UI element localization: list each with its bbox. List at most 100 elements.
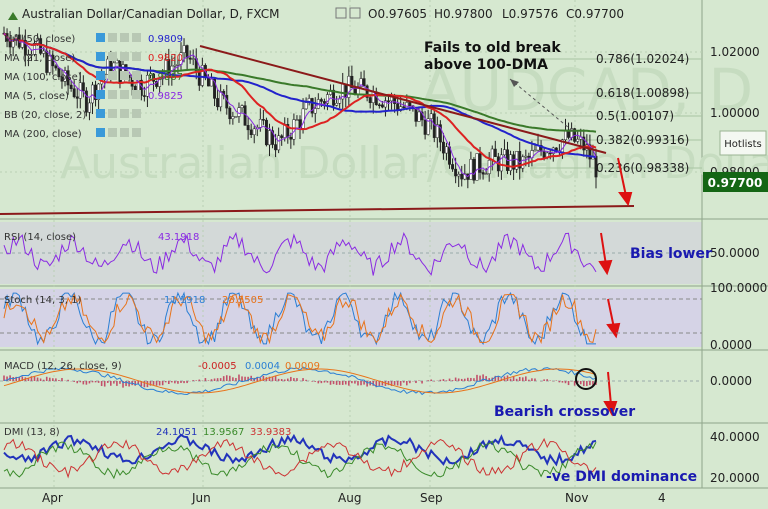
macd-bar bbox=[232, 377, 234, 381]
macd-bar bbox=[357, 381, 359, 386]
macd-bar bbox=[27, 378, 30, 381]
macd-bar bbox=[15, 376, 18, 381]
legend-control-icon[interactable] bbox=[120, 33, 129, 42]
legend-control-icon[interactable] bbox=[120, 52, 129, 61]
legend-control-icon[interactable] bbox=[120, 128, 129, 137]
macd-bar bbox=[592, 381, 594, 387]
macd-bar bbox=[216, 378, 219, 381]
ohlc-high: H0.97800 bbox=[434, 7, 493, 21]
macd-bar bbox=[247, 376, 249, 381]
candle-body bbox=[246, 125, 250, 131]
legend-control-icon[interactable] bbox=[132, 128, 141, 137]
macd-bar bbox=[351, 381, 353, 384]
stoch-d-value: 28.5505 bbox=[222, 295, 263, 306]
annotation-dmi: -ve DMI dominance bbox=[546, 469, 697, 485]
fails-pointer bbox=[509, 78, 576, 134]
macd-bar bbox=[61, 377, 63, 381]
legend-control-icon[interactable] bbox=[132, 71, 141, 80]
macd-bar bbox=[186, 381, 188, 384]
legend-control-icon[interactable] bbox=[120, 109, 129, 118]
candle-body bbox=[42, 50, 46, 54]
candle-body bbox=[429, 113, 433, 119]
candle-body bbox=[499, 154, 503, 172]
legend-control-icon[interactable] bbox=[108, 33, 117, 42]
legend-control-icon[interactable] bbox=[96, 33, 105, 42]
macd-bar bbox=[52, 378, 54, 381]
candle-body bbox=[219, 90, 223, 108]
legend-value: 0.9825 bbox=[148, 91, 183, 102]
macd-bar bbox=[335, 381, 338, 385]
candle-body bbox=[460, 174, 464, 180]
macd-bar bbox=[283, 379, 286, 381]
close-icon[interactable] bbox=[349, 7, 361, 19]
legend-control-icon[interactable] bbox=[132, 33, 141, 42]
macd-bar bbox=[134, 381, 137, 386]
annotation-fails-line1: Fails to old break bbox=[424, 40, 561, 56]
candle-body bbox=[441, 141, 445, 154]
legend-control-icon[interactable] bbox=[108, 90, 117, 99]
fib-label: 0.618(1.00898) bbox=[596, 86, 689, 100]
macd-bar bbox=[88, 381, 91, 384]
legend-control-icon[interactable] bbox=[96, 109, 105, 118]
legend-control-icon[interactable] bbox=[120, 90, 129, 99]
annotation-fails-line2: above 100-DMA bbox=[424, 57, 548, 73]
legend-control-icon[interactable] bbox=[96, 90, 105, 99]
candle-body bbox=[69, 84, 73, 89]
legend-control-icon[interactable] bbox=[108, 52, 117, 61]
macd-bar bbox=[235, 377, 237, 381]
annotation-bias: Bias lower bbox=[630, 246, 712, 262]
macd-bar bbox=[161, 381, 164, 386]
macd-bar bbox=[573, 381, 576, 386]
macd-bar bbox=[387, 381, 390, 386]
candle-body bbox=[445, 146, 448, 154]
legend-control-icon[interactable] bbox=[96, 71, 105, 80]
macd-bar bbox=[448, 378, 451, 381]
macd-bar bbox=[375, 381, 378, 388]
candle-body bbox=[185, 45, 189, 59]
legend-control-icon[interactable] bbox=[132, 109, 141, 118]
macd-bar bbox=[174, 381, 176, 384]
legend-control-icon[interactable] bbox=[108, 71, 117, 80]
legend-control-icon[interactable] bbox=[108, 109, 117, 118]
macd-bar bbox=[21, 376, 24, 381]
candle-body bbox=[188, 57, 192, 60]
macd-bar bbox=[427, 380, 429, 381]
candle-body bbox=[252, 128, 256, 136]
legend-control-icon[interactable] bbox=[96, 52, 105, 61]
macd-signal bbox=[3, 368, 597, 394]
macd-bar bbox=[143, 381, 146, 388]
collapse-icon[interactable] bbox=[8, 12, 18, 20]
legend-control-icon[interactable] bbox=[132, 52, 141, 61]
time-tick: 4 bbox=[658, 491, 666, 505]
macd-bar bbox=[582, 381, 585, 387]
candle-body bbox=[509, 154, 513, 171]
macd-bar bbox=[259, 377, 262, 381]
macd-bar bbox=[460, 378, 463, 381]
candle-body bbox=[295, 119, 299, 121]
macd-bar bbox=[546, 379, 548, 381]
macd-bar bbox=[518, 376, 521, 381]
candle-body bbox=[338, 98, 342, 104]
macd-bar bbox=[381, 381, 384, 386]
macd-bar bbox=[6, 376, 8, 381]
legend-control-icon[interactable] bbox=[96, 128, 105, 137]
macd-bar bbox=[305, 379, 307, 381]
macd-bar bbox=[58, 380, 60, 381]
macd-bar bbox=[177, 381, 179, 384]
hotlists-button[interactable] bbox=[719, 130, 767, 156]
candle-body bbox=[457, 174, 461, 177]
macd-bar bbox=[67, 379, 69, 381]
candle-body bbox=[304, 102, 308, 110]
macd-bar bbox=[454, 377, 457, 381]
settings-icon[interactable] bbox=[335, 7, 347, 19]
macd-bar bbox=[140, 381, 143, 387]
legend-control-icon[interactable] bbox=[108, 128, 117, 137]
candle-body bbox=[319, 99, 323, 102]
time-tick: Sep bbox=[420, 491, 443, 505]
macd-bar bbox=[244, 376, 246, 381]
legend-control-icon[interactable] bbox=[120, 71, 129, 80]
legend-label: MA (21, close) bbox=[4, 53, 75, 64]
macd-bar bbox=[149, 381, 152, 386]
legend-control-icon[interactable] bbox=[132, 90, 141, 99]
